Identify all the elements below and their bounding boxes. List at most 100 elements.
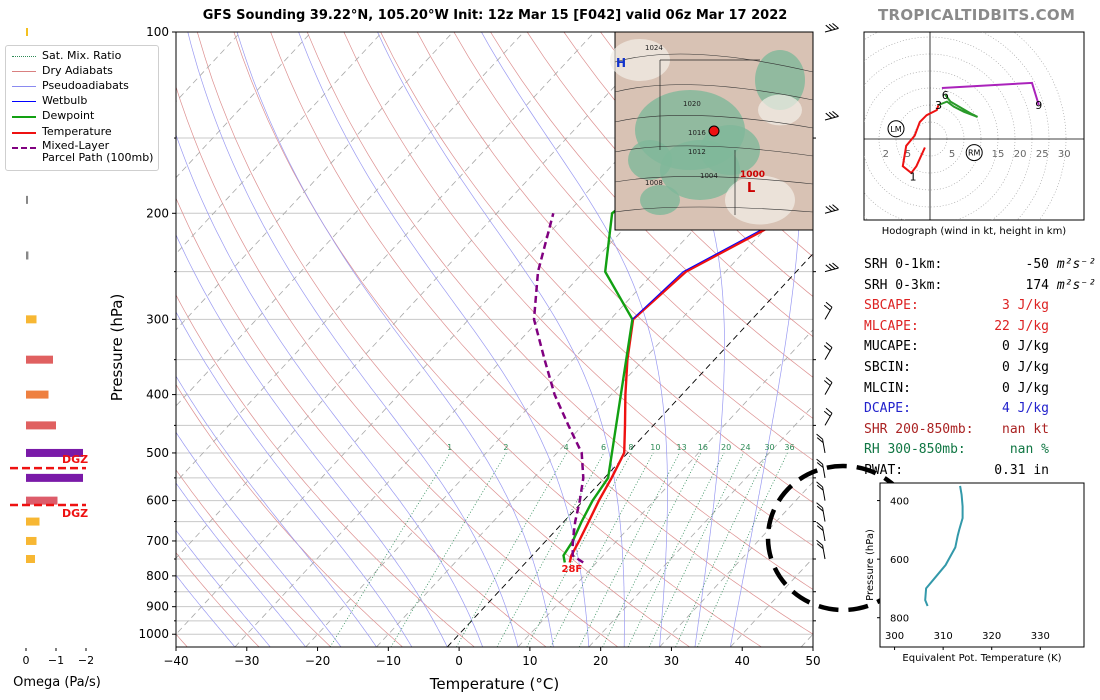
pseudoadiabat <box>176 482 306 647</box>
map-light-area <box>725 175 795 225</box>
stat-value: nan % <box>1009 442 1049 458</box>
hodograph-ring-label: 30 <box>1058 149 1071 160</box>
x-tick-label: 30 <box>664 654 679 668</box>
barb-flag <box>816 525 824 531</box>
legend-item-temperature: Temperature <box>12 125 112 138</box>
omega-bar <box>26 496 58 505</box>
map-label: 1012 <box>688 148 706 156</box>
pseudoadiabat <box>730 32 802 647</box>
omega-tick-label: −2 <box>78 654 94 667</box>
storm-motion-label: LM <box>890 125 901 134</box>
map-inset: 1024 1020 1016 1012 1008 1004 1000 H L <box>610 31 814 231</box>
stat-label: MLCAPE: <box>864 318 919 334</box>
barb-flag <box>825 301 833 308</box>
pseudoadiabat <box>236 32 554 647</box>
mixing-ratio-label: 24 <box>740 443 750 452</box>
barb-staff <box>822 545 826 560</box>
omega-bar <box>26 448 83 457</box>
barb-flag <box>816 505 824 512</box>
stat-label: SRH 0-3km: <box>864 277 943 293</box>
map-light-area <box>610 39 670 81</box>
hodograph-0-3km <box>901 104 940 175</box>
x-tick-label: −20 <box>305 654 330 668</box>
stat-row: MUCAPE: 0 J/kg <box>864 337 1096 358</box>
barb-flag <box>825 24 833 31</box>
dry-adiabat <box>416 32 813 461</box>
mixing-ratio-label: 13 <box>677 443 687 452</box>
stat-label: SBCAPE: <box>864 298 919 314</box>
stat-row: SHR 200-850mb: nan kt <box>864 420 1096 441</box>
hodograph-caption: Hodograph (wind in kt, height in km) <box>882 226 1067 237</box>
stat-value: 174 <box>1025 277 1049 293</box>
wind-barb <box>823 342 833 360</box>
x-tick-label: −40 <box>163 654 188 668</box>
stat-label: MUCAPE: <box>864 339 919 355</box>
legend-item-pseudoadiabats: Pseudoadiabats <box>12 79 129 92</box>
omega-bar <box>26 517 40 526</box>
map-label: 1004 <box>700 172 718 180</box>
hodograph-ring-label: 15 <box>992 149 1005 160</box>
dgz-label-bottom: DGZ <box>62 507 88 520</box>
mixing-ratio-line <box>602 452 702 647</box>
barb-flag <box>823 410 831 417</box>
theta-e-x-tick-label: 330 <box>1031 631 1050 642</box>
barb-flag <box>816 502 823 509</box>
mixing-ratio-line <box>648 452 744 647</box>
hodograph-height-label: 9 <box>1035 99 1042 112</box>
map-label: L <box>747 181 755 196</box>
omega-bar <box>26 28 28 36</box>
x-tick-label: 10 <box>522 654 537 668</box>
y-tick-label: 400 <box>146 388 169 402</box>
barb-flag <box>825 112 833 119</box>
dry-adiabat <box>176 85 619 647</box>
stat-label: RH 300-850mb: <box>864 442 966 458</box>
x-tick-label: −10 <box>376 654 401 668</box>
y-tick-label: 1000 <box>138 627 169 641</box>
stat-row: SRH 0-1km: -50 m²s⁻² <box>864 255 1096 276</box>
barb-staff <box>822 507 826 522</box>
barb-staff <box>822 464 826 478</box>
hodograph-area: 25510152025301369LMRM <box>864 32 1084 220</box>
stat-label: MLCIN: <box>864 380 911 396</box>
series-mixed-layer-parcel-path-mb- <box>532 212 585 564</box>
barb-flag <box>825 264 833 271</box>
theta-e-y-label: Pressure (hPa) <box>865 529 876 601</box>
pseudoadiabat <box>176 529 271 647</box>
barb-flag <box>825 377 833 383</box>
stat-row: DCAPE: 4 J/kg <box>864 399 1096 420</box>
wind-barb <box>816 481 826 501</box>
map-precip-area <box>755 50 805 110</box>
mixing-ratio-label: 36 <box>784 443 794 452</box>
map-isobar <box>614 84 814 101</box>
barb-flag <box>832 262 839 269</box>
mixing-ratio-line <box>675 452 768 647</box>
pseudoadiabat <box>298 32 590 647</box>
barb-flag <box>828 205 836 211</box>
wind-barb <box>824 204 839 214</box>
map-label: 1000 <box>740 170 765 180</box>
mixing-ratio-label: 2 <box>503 443 508 452</box>
pseudoadiabat <box>176 375 377 647</box>
stat-label: SBCIN: <box>864 359 911 375</box>
barb-flag <box>832 22 839 29</box>
map-precip-area <box>700 125 760 175</box>
storm-motion-marker <box>965 144 983 162</box>
mixing-ratio-label: 6 <box>601 443 606 452</box>
pseudoadiabat <box>176 574 236 647</box>
brand-watermark: TROPICALTIDBITS.COM <box>878 6 1076 24</box>
omega-tick-label: −1 <box>48 654 64 667</box>
legend-item-dry-adiabats: Dry Adiabats <box>12 64 113 77</box>
barb-flag <box>825 342 833 348</box>
barb-flag <box>832 204 839 211</box>
legend: Sat. Mix. Ratio Dry Adiabats Pseudoadiab… <box>5 45 159 171</box>
wind-barb <box>824 22 839 33</box>
stat-value: 3 J/kg <box>1002 298 1049 314</box>
x-tick-label: 0 <box>455 654 463 668</box>
pseudoadiabat <box>176 311 413 647</box>
mixing-ratio-line <box>456 452 568 647</box>
omega-tick-label: 0 <box>23 654 30 667</box>
y-tick-label: 100 <box>146 25 169 39</box>
pseudoadiabat <box>481 32 668 647</box>
map-location-marker <box>708 125 720 137</box>
mixing-ratio-line <box>578 452 680 647</box>
